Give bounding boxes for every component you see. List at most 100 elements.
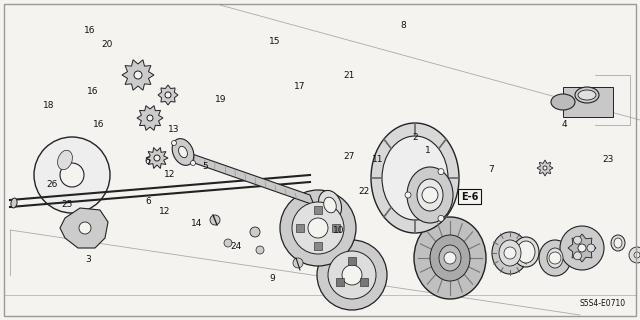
Ellipse shape: [578, 90, 596, 100]
Text: 6: 6: [145, 157, 150, 166]
Text: 20: 20: [102, 40, 113, 49]
Circle shape: [317, 240, 387, 310]
Ellipse shape: [513, 237, 539, 267]
Circle shape: [573, 252, 582, 260]
Polygon shape: [568, 234, 596, 262]
Ellipse shape: [611, 235, 625, 251]
Bar: [348, 257, 356, 265]
Circle shape: [560, 226, 604, 270]
Text: 2: 2: [412, 133, 417, 142]
Text: 15: 15: [269, 37, 281, 46]
Circle shape: [444, 252, 456, 264]
Ellipse shape: [614, 238, 622, 248]
Polygon shape: [137, 106, 163, 130]
Circle shape: [172, 140, 177, 146]
Circle shape: [629, 247, 640, 263]
Text: 3: 3: [86, 255, 91, 264]
Circle shape: [280, 190, 356, 266]
Text: 17: 17: [294, 82, 305, 91]
Text: 5: 5: [202, 162, 207, 171]
Circle shape: [154, 155, 160, 161]
Text: 19: 19: [215, 95, 227, 104]
Text: 4: 4: [562, 120, 567, 129]
Bar: [314, 206, 322, 214]
Circle shape: [210, 215, 220, 225]
Text: 22: 22: [358, 188, 369, 196]
Ellipse shape: [499, 240, 521, 266]
Bar: [336, 278, 344, 286]
Text: 16: 16: [84, 26, 95, 35]
Bar: [314, 242, 322, 250]
Circle shape: [587, 244, 595, 252]
Text: 23: 23: [602, 156, 614, 164]
Text: 13: 13: [168, 125, 180, 134]
Circle shape: [79, 222, 91, 234]
Circle shape: [549, 252, 561, 264]
Bar: [360, 278, 368, 286]
Polygon shape: [175, 148, 314, 205]
Circle shape: [250, 227, 260, 237]
Ellipse shape: [179, 146, 188, 158]
Bar: [332, 224, 340, 232]
Circle shape: [224, 239, 232, 247]
Circle shape: [405, 192, 411, 198]
Ellipse shape: [58, 150, 72, 170]
Text: 25: 25: [61, 200, 72, 209]
Polygon shape: [60, 208, 108, 248]
Bar: [563, 87, 613, 117]
Text: 7: 7: [489, 165, 494, 174]
Circle shape: [328, 251, 376, 299]
Text: E-6: E-6: [461, 192, 478, 202]
Circle shape: [634, 252, 640, 258]
Text: 9: 9: [269, 274, 275, 283]
Ellipse shape: [382, 136, 448, 220]
Text: 14: 14: [191, 220, 203, 228]
Circle shape: [578, 244, 586, 252]
Text: S5S4-E0710: S5S4-E0710: [580, 299, 626, 308]
Polygon shape: [146, 148, 168, 168]
Ellipse shape: [371, 123, 459, 233]
Circle shape: [134, 71, 142, 79]
Text: 21: 21: [343, 71, 355, 80]
Circle shape: [438, 215, 444, 221]
Ellipse shape: [439, 245, 461, 271]
Ellipse shape: [547, 248, 563, 268]
Circle shape: [422, 187, 438, 203]
Text: 26: 26: [47, 180, 58, 189]
Circle shape: [342, 265, 362, 285]
Circle shape: [543, 166, 547, 170]
Text: 16: 16: [93, 120, 105, 129]
Text: 12: 12: [164, 170, 175, 179]
Circle shape: [191, 161, 195, 165]
Ellipse shape: [492, 232, 528, 274]
Ellipse shape: [11, 198, 17, 208]
Circle shape: [165, 92, 171, 98]
Circle shape: [34, 137, 110, 213]
Polygon shape: [537, 160, 553, 176]
Ellipse shape: [172, 139, 194, 165]
Text: 1: 1: [425, 146, 430, 155]
Polygon shape: [122, 60, 154, 90]
Circle shape: [256, 246, 264, 254]
Circle shape: [147, 115, 153, 121]
Circle shape: [293, 258, 303, 268]
Circle shape: [60, 163, 84, 187]
Text: 27: 27: [343, 152, 355, 161]
Text: 16: 16: [87, 87, 99, 96]
Ellipse shape: [417, 179, 443, 211]
Ellipse shape: [517, 241, 535, 263]
Ellipse shape: [414, 217, 486, 299]
Ellipse shape: [575, 87, 599, 103]
Text: 8: 8: [401, 21, 406, 30]
Ellipse shape: [319, 190, 342, 220]
Circle shape: [573, 236, 582, 244]
Ellipse shape: [430, 235, 470, 281]
Ellipse shape: [551, 94, 575, 110]
Text: 10: 10: [333, 226, 345, 235]
Bar: [296, 224, 304, 232]
Circle shape: [504, 247, 516, 259]
Text: 24: 24: [230, 242, 241, 251]
Circle shape: [308, 218, 328, 238]
Ellipse shape: [407, 167, 453, 223]
Text: 18: 18: [43, 101, 54, 110]
